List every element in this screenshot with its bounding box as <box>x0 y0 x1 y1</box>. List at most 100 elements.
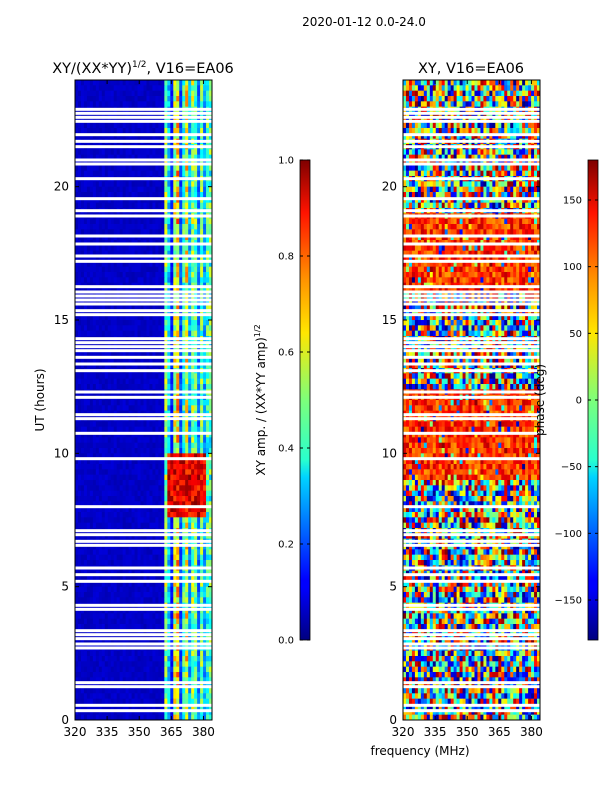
panel1-cell <box>155 112 159 118</box>
panel1-cell <box>77 229 82 236</box>
panel1-cell <box>128 501 132 508</box>
panel1-cell <box>75 250 79 257</box>
panel1-cell <box>182 298 186 305</box>
panel1-cell <box>209 122 213 129</box>
panel1-cell <box>188 320 192 326</box>
panel1-cell <box>143 229 147 236</box>
panel1-cell <box>185 480 189 486</box>
panel1-cell <box>98 266 103 273</box>
panel1-cell <box>158 490 162 497</box>
panel1-cell <box>89 581 94 588</box>
panel1-cell <box>113 80 118 86</box>
panel1-cell <box>80 272 85 278</box>
panel1-cell <box>125 80 130 86</box>
panel1-cell <box>86 384 91 390</box>
panel1-cell <box>107 96 112 102</box>
panel1-cell <box>194 202 198 209</box>
panel1-cell <box>191 90 195 97</box>
panel1-cell <box>209 496 213 502</box>
panel1-cell <box>77 458 82 465</box>
panel1-cell <box>131 186 135 193</box>
panel1-cell <box>185 266 189 273</box>
panel1-cell <box>203 373 207 380</box>
panel1-cell <box>152 202 156 209</box>
panel1-cell <box>203 181 207 188</box>
panel1-cell <box>188 181 192 188</box>
panel1-cell <box>203 554 207 561</box>
panel1-cell <box>80 112 85 118</box>
panel1-cell <box>173 128 177 134</box>
panel1-cell <box>98 496 103 502</box>
panel1-cell <box>149 325 153 332</box>
panel1-cell <box>167 128 171 134</box>
panel1-cell <box>191 352 195 358</box>
panel1-cell <box>173 597 177 604</box>
panel1-cell <box>137 512 141 518</box>
panel1-cell <box>140 314 144 321</box>
panel1-cell <box>197 474 201 481</box>
panel1-cell <box>101 517 106 524</box>
panel1-cell <box>98 304 103 310</box>
panel1-cell <box>95 298 100 305</box>
panel1-cell <box>128 298 132 305</box>
panel1-cell <box>122 234 127 241</box>
panel1-cell <box>80 554 85 561</box>
panel1-cell <box>170 437 174 444</box>
panel1-cell <box>170 320 174 326</box>
panel1-cell <box>146 512 150 518</box>
panel1-cell <box>149 533 153 540</box>
panel1-cell <box>110 405 115 412</box>
panel1-cell <box>122 613 127 620</box>
panel1-cell <box>98 224 103 230</box>
panel1-cell <box>179 501 183 508</box>
panel1-cell <box>92 170 97 177</box>
panel1-cell <box>149 362 153 369</box>
panel1-cell <box>179 554 183 561</box>
panel1-cell <box>75 480 79 486</box>
panel1-cell <box>203 586 207 593</box>
panel1-cell <box>191 149 195 156</box>
panel1-cell <box>197 501 201 508</box>
panel1-cell <box>152 96 156 102</box>
panel1-cell <box>83 341 88 348</box>
panel1-cell <box>197 437 201 444</box>
panel1-cell <box>200 437 204 444</box>
panel1-cell <box>161 501 165 508</box>
panel1-cell <box>188 122 192 129</box>
panel1-cell <box>107 517 112 524</box>
panel1-cell <box>95 533 100 540</box>
panel1-cell <box>146 256 150 262</box>
panel1-cell <box>86 133 91 140</box>
panel1-cell <box>200 298 204 305</box>
panel1-cell <box>170 181 174 188</box>
panel1-cell <box>197 400 201 406</box>
panel1-cell <box>101 229 106 236</box>
panel1-cell <box>200 517 204 524</box>
panel1-cell <box>92 512 97 518</box>
panel1-cell <box>170 506 174 513</box>
panel1-cell <box>143 469 147 476</box>
panel1-cell <box>125 501 130 508</box>
panel1-cell <box>206 352 210 358</box>
panel1-cell <box>122 400 127 406</box>
panel1-cell <box>107 501 112 508</box>
panel1-cell <box>107 432 112 438</box>
panel1-cell <box>152 256 156 262</box>
panel1-cell <box>95 618 100 625</box>
panel1-cell <box>107 101 112 108</box>
panel1-cell <box>125 352 130 358</box>
panel1-cell <box>83 96 88 102</box>
panel1-cell <box>164 592 168 598</box>
panel1-cell <box>89 458 94 465</box>
panel1-cell <box>209 597 213 604</box>
panel1-cell <box>143 442 147 449</box>
panel1-cell <box>110 458 115 465</box>
panel1-cell <box>143 309 147 316</box>
panel1-cell <box>161 352 165 358</box>
panel1-cell <box>89 90 94 97</box>
panel1-cell <box>140 218 144 225</box>
panel1-cell <box>95 458 100 465</box>
panel1-cell <box>209 192 213 198</box>
panel1-cell <box>122 80 127 86</box>
panel1-cell <box>170 629 174 636</box>
